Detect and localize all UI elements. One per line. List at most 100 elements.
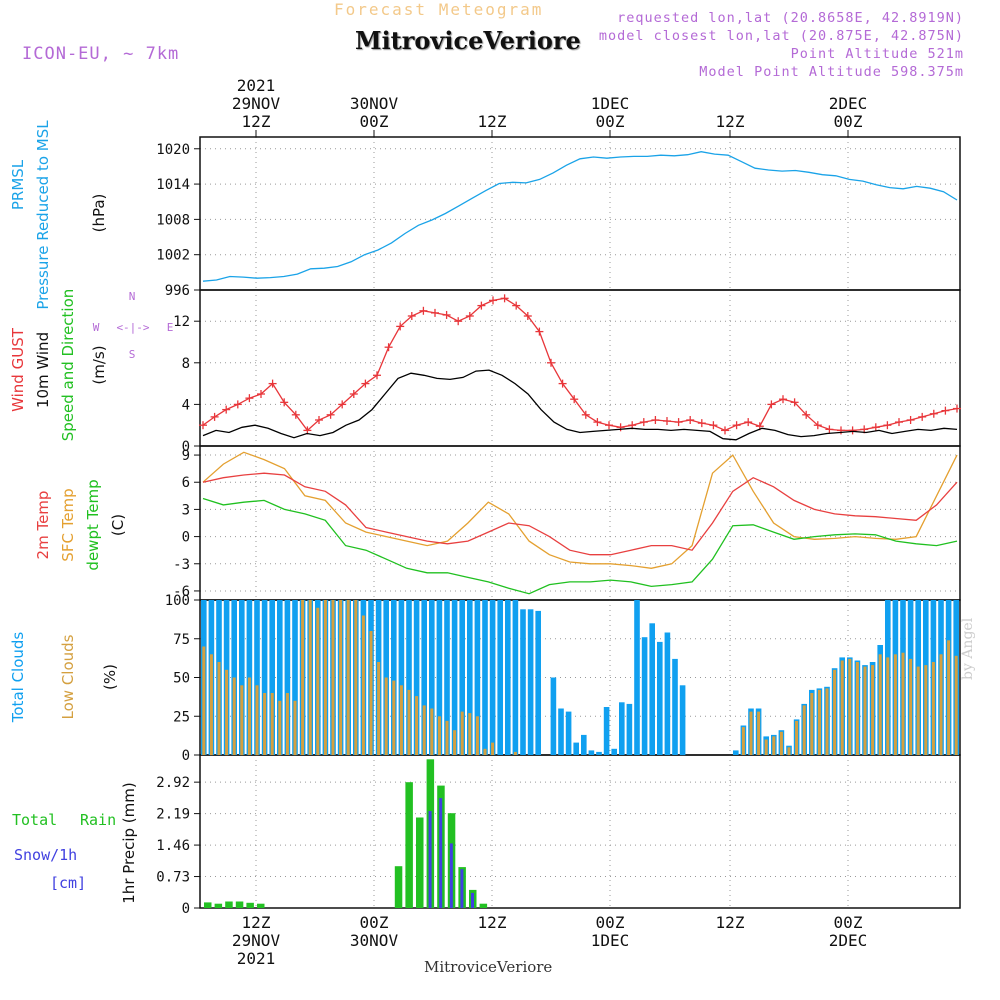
temp-2m-line xyxy=(202,472,958,556)
low-cloud-bar xyxy=(301,600,305,755)
total-cloud-bar xyxy=(588,750,595,755)
model-altitude: Model Point Altitude 598.375m xyxy=(699,64,964,80)
total-cloud-bar xyxy=(489,600,496,755)
total-cloud-bar xyxy=(398,600,405,755)
snow-bar xyxy=(471,892,474,908)
rain-bar xyxy=(416,817,424,908)
total-cloud-bar xyxy=(239,600,245,755)
temp-sfc-label: SFC Temp xyxy=(59,488,77,561)
total-cloud-bar xyxy=(254,600,260,755)
low-cloud-bar xyxy=(833,669,837,756)
low-cloud-bar xyxy=(392,680,396,755)
bottom-axis-date: 29NOV xyxy=(232,931,281,950)
total-cloud-bar xyxy=(535,610,541,755)
low-cloud-bar xyxy=(460,711,464,755)
low-cloud-bar xyxy=(924,665,928,755)
top-axis-hour: 00Z xyxy=(360,112,389,131)
pressure-line xyxy=(202,151,958,282)
wind-unit-label: (m/s) xyxy=(90,345,108,384)
low-cloud-bar xyxy=(483,748,487,755)
total-cloud-bar xyxy=(292,600,298,755)
total-cloud-bar xyxy=(527,609,534,755)
y-tick-label: 1020 xyxy=(156,142,190,158)
precip-unit-label: 1hr Precip (mm) xyxy=(120,782,138,903)
low-cloud-bar xyxy=(779,731,783,756)
low-cloud-bar xyxy=(316,607,320,756)
footer-station: MitroviceVeriore xyxy=(424,958,553,976)
compass-n: N xyxy=(129,290,136,303)
low-cloud-bar xyxy=(453,730,457,755)
snow-bar xyxy=(428,811,432,908)
y-tick-label: 0.73 xyxy=(156,870,190,886)
low-cloud-bar xyxy=(430,708,434,755)
pressure-unit-label: (hPa) xyxy=(90,194,108,233)
total-cloud-bar xyxy=(459,600,465,755)
low-cloud-bar xyxy=(407,689,411,755)
temp-dewpt-line xyxy=(202,497,958,595)
low-cloud-bar xyxy=(848,658,852,755)
total-cloud-bar xyxy=(497,600,503,755)
low-cloud-bar xyxy=(255,685,259,756)
low-cloud-bar xyxy=(939,654,943,756)
y-tick-label: 6 xyxy=(182,475,190,491)
total-cloud-bar xyxy=(550,677,557,755)
top-axis-hour: 12Z xyxy=(716,112,745,131)
y-tick-label: 0 xyxy=(182,748,190,764)
wind-direction-label: Speed and Direction xyxy=(59,289,77,442)
top-axis-date: 30NOV xyxy=(350,94,399,113)
low-cloud-bar xyxy=(437,716,441,756)
total-cloud-bar xyxy=(520,609,526,755)
y-tick-label: -3 xyxy=(173,557,190,573)
y-tick-label: -6 xyxy=(173,584,190,600)
total-cloud-bar xyxy=(482,600,488,755)
top-axis-hour: 12Z xyxy=(478,112,507,131)
wind-gust-line xyxy=(202,297,958,432)
precip-total-label: Total xyxy=(12,811,57,829)
low-cloud-bar xyxy=(741,727,745,755)
bottom-axis-hour: 00Z xyxy=(834,913,863,932)
compass-w: W xyxy=(93,321,100,334)
clouds-unit-label: (%) xyxy=(101,664,119,690)
wind-gust-label: Wind GUST xyxy=(9,327,27,412)
low-cloud-bar xyxy=(802,705,806,755)
total-cloud-bar xyxy=(444,600,450,755)
snow-bar xyxy=(449,843,453,908)
low-cloud-bar xyxy=(475,716,479,756)
top-axis-hour: 00Z xyxy=(596,112,625,131)
y-tick-label: 2.19 xyxy=(156,807,190,823)
low-cloud-bar xyxy=(247,677,251,755)
total-cloud-bar xyxy=(611,748,617,755)
total-cloud-bar xyxy=(581,734,587,755)
station-title: MitroviceVeriore xyxy=(355,26,581,55)
top-axis-date: 1DEC xyxy=(591,94,630,113)
low-cloud-bar xyxy=(263,693,267,755)
total-cloud-bar xyxy=(603,707,610,755)
total-cloud-bar xyxy=(657,641,663,755)
low-cloud-bar xyxy=(415,696,419,755)
y-tick-label: 100 xyxy=(165,593,190,609)
forecast-title: Forecast Meteogram xyxy=(334,0,544,19)
top-axis-hour: 00Z xyxy=(834,112,863,131)
y-tick-label: 8 xyxy=(182,356,190,372)
low-cloud-bar xyxy=(240,685,244,756)
low-cloud-bar xyxy=(232,677,236,755)
low-cloud-bar xyxy=(886,657,890,755)
low-cloud-bar xyxy=(901,652,905,755)
y-tick-label: 0 xyxy=(182,901,190,917)
low-cloud-bar xyxy=(772,736,776,755)
wind-10m-label: 10m Wind xyxy=(34,332,52,408)
low-cloud-bar xyxy=(202,646,206,755)
rain-bar xyxy=(246,902,254,908)
total-cloud-bar xyxy=(269,600,275,755)
snow-bar xyxy=(460,869,464,908)
low-cloud-bar xyxy=(513,751,517,755)
total-cloud-bar xyxy=(565,711,572,755)
wind-speed-line xyxy=(202,369,958,441)
top-axis-year: 2021 xyxy=(237,76,276,95)
low-cloud-bar xyxy=(468,713,472,755)
snow-bar xyxy=(439,798,443,908)
low-cloud-bar xyxy=(354,600,358,755)
low-clouds-label: Low Clouds xyxy=(59,634,77,719)
top-axis-date: 2DEC xyxy=(829,94,868,113)
